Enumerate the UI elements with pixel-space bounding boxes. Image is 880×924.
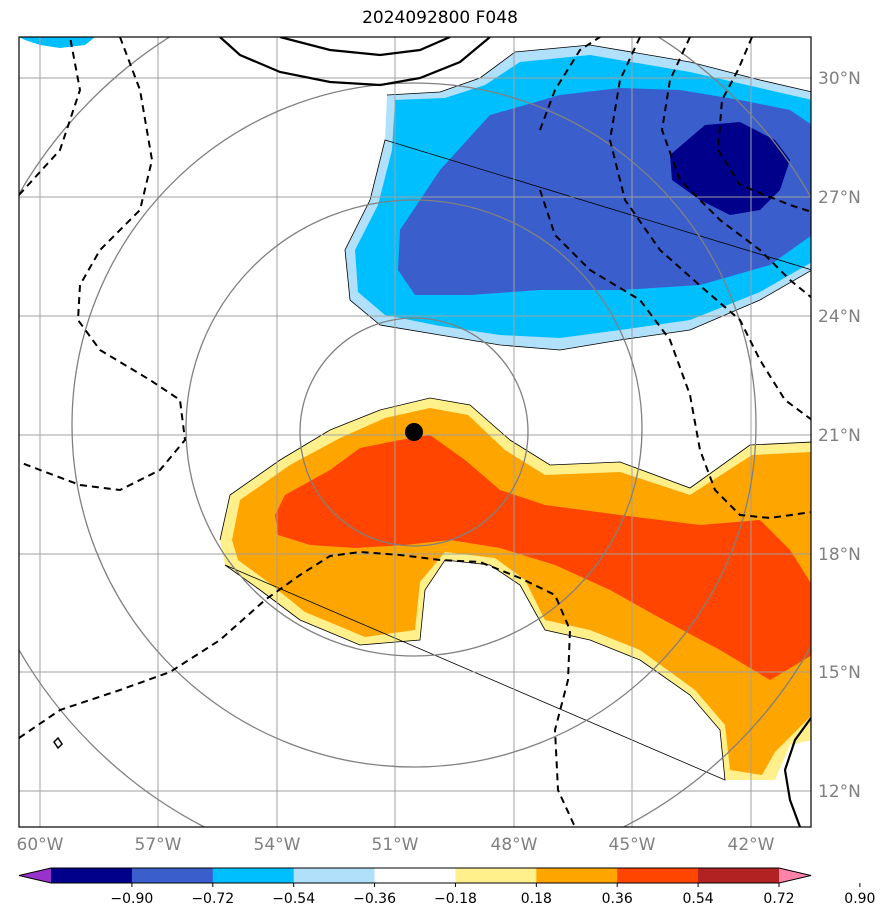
- lat-label: 18°N: [818, 545, 861, 565]
- colorbar-ticks: [131, 883, 861, 887]
- colorbar-tick-label: −0.36: [353, 891, 396, 907]
- small-contour: [53, 736, 63, 750]
- colorbar-extension-low: [19, 868, 51, 883]
- colorbar-tick-label: 0.36: [602, 891, 633, 907]
- colorbar-tick-label: −0.54: [272, 891, 315, 907]
- colorbar-outline: [18, 867, 812, 884]
- colorbar-tick-label: −0.90: [110, 891, 153, 907]
- dashed-contours: [19, 37, 811, 827]
- storm-center-marker: [405, 423, 423, 441]
- colorbar-tick-label: 0.18: [521, 891, 552, 907]
- colorbar-segment: [617, 868, 699, 883]
- range-rings: [19, 37, 811, 827]
- colorbar-segment: [374, 868, 456, 883]
- lon-label: 57°W: [135, 835, 182, 855]
- latitude-labels: 30°N 27°N 24°N 21°N 18°N 15°N 12°N: [818, 69, 861, 802]
- colorbar-tick-label: −0.18: [434, 891, 477, 907]
- lat-label: 30°N: [818, 69, 861, 89]
- solid-contours: [219, 37, 811, 827]
- lat-label: 27°N: [818, 188, 861, 208]
- colorbar-segment: [51, 868, 133, 883]
- map-title: 2024092800 F048: [362, 8, 518, 28]
- colorbar-segment: [698, 868, 780, 883]
- lon-label: 45°W: [609, 835, 656, 855]
- lon-label: 48°W: [491, 835, 538, 855]
- colorbar-segment: [293, 868, 376, 883]
- colorbar-tick-label: 0.72: [763, 891, 794, 907]
- graticule: [19, 37, 811, 827]
- positive-anomaly-region: [219, 397, 811, 781]
- colorbar-segment: [455, 868, 537, 883]
- colorbar-labels: −0.90 −0.72 −0.54 −0.36 −0.18 0.18 0.36 …: [110, 891, 875, 907]
- lon-label: 54°W: [254, 835, 301, 855]
- map-layers: [19, 37, 811, 827]
- colorbar-tick-label: 0.54: [683, 891, 714, 907]
- lat-label: 24°N: [818, 307, 861, 327]
- lat-label: 21°N: [818, 426, 861, 446]
- colorbar: −0.90 −0.72 −0.54 −0.36 −0.18 0.18 0.36 …: [18, 867, 875, 907]
- colorbar-segment: [536, 868, 618, 883]
- lat-label: 15°N: [818, 663, 861, 683]
- lat-label: 12°N: [818, 782, 861, 802]
- longitude-labels: 60°W 57°W 54°W 51°W 48°W 45°W 42°W: [17, 835, 775, 855]
- lon-label: 42°W: [728, 835, 775, 855]
- colorbar-tick-label: 0.90: [844, 891, 875, 907]
- lon-label: 51°W: [372, 835, 419, 855]
- colorbar-segment: [131, 868, 214, 883]
- map-frame: [18, 36, 812, 828]
- lon-label: 60°W: [17, 835, 64, 855]
- colorbar-tick-label: −0.72: [191, 891, 234, 907]
- colorbar-segment: [212, 868, 295, 883]
- colorbar-segments: [19, 868, 811, 883]
- colorbar-extension-high: [779, 868, 811, 883]
